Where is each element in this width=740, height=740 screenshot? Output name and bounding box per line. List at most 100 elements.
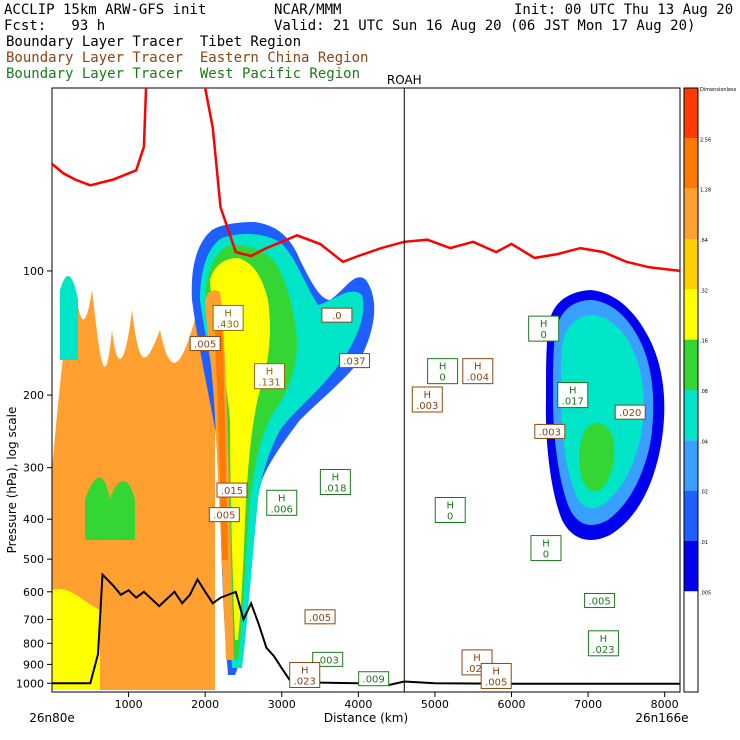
contour-label-text: .017 — [562, 397, 584, 408]
colorbar-level-label: .02 — [700, 490, 708, 496]
contour-label-box — [216, 482, 248, 498]
contour-label-text: H — [542, 539, 550, 550]
y-tick-label: 900 — [23, 658, 44, 671]
contour-label-text: H — [424, 390, 432, 401]
y-tick-label: 600 — [23, 586, 44, 599]
colorbar-level-label: .08 — [700, 389, 708, 395]
colorbar-segment — [684, 239, 698, 290]
x-tick-label: 4000 — [344, 698, 372, 711]
contour-label-text: .020 — [619, 408, 641, 419]
y-tick-label: 1000 — [16, 677, 44, 690]
contour-label-box — [557, 382, 589, 409]
contour-label-text: .131 — [258, 378, 280, 389]
contour-label-text: .430 — [217, 319, 239, 330]
y-tick-label: 100 — [23, 265, 44, 278]
x-axis-label: Distance (km) — [324, 711, 408, 725]
colorbar-level-label: .16 — [700, 339, 708, 345]
contour-label-text: H — [446, 501, 454, 512]
forecast-hour: Fcst: 93 h — [4, 18, 106, 34]
contour-label-text: .005 — [213, 511, 235, 522]
contour-label-box — [480, 662, 512, 689]
contour-label-text: .015 — [221, 486, 243, 497]
colorbar-segment — [684, 591, 698, 642]
colorbar-segment — [684, 390, 698, 441]
x-tick-label: 5000 — [421, 698, 449, 711]
x-tick-label: 8000 — [651, 698, 679, 711]
contour-label-text: .023 — [592, 645, 614, 656]
x-tick-label: 2000 — [191, 698, 219, 711]
tracer-field-yellow — [52, 589, 100, 690]
contour-label-box — [208, 507, 240, 523]
contour-label-text: H — [301, 666, 309, 677]
x-tick-label: 7000 — [574, 698, 602, 711]
colorbar-frame — [683, 87, 699, 693]
colorbar-segment — [684, 541, 698, 592]
legend-tracer-tibet: Boundary Layer Tracer Tibet Region — [6, 34, 302, 50]
plot-frame — [51, 87, 681, 693]
colorbar-segment — [684, 641, 698, 692]
contour-label-box — [212, 304, 244, 331]
x-right-endpoint-label: 26n166e — [635, 711, 688, 725]
contour-label-box — [254, 363, 286, 390]
contour-label-text: H — [439, 362, 447, 373]
contour-label-text: .005 — [309, 613, 331, 624]
contour-label-text: .003 — [317, 655, 339, 666]
colorbar-segment — [684, 188, 698, 239]
colorbar-level-label: Dimensionless — [700, 87, 737, 93]
contour-label-box — [266, 489, 298, 516]
x-tick-label: 3000 — [268, 698, 296, 711]
tracer-field-green-left — [85, 477, 135, 540]
y-tick-label: 800 — [23, 637, 44, 650]
tracer-field-tibet-yellow — [210, 258, 270, 640]
colorbar-segment — [684, 339, 698, 390]
contour-label-text: .005 — [485, 677, 507, 688]
colorbar-segment — [684, 490, 698, 541]
contour-label-box — [530, 535, 562, 562]
contour-label-text: .003 — [539, 427, 561, 438]
contour-label-text: H — [473, 653, 481, 664]
init-time: Init: 00 UTC Thu 13 Aug 20 — [514, 2, 734, 18]
colorbar-segment — [684, 289, 698, 340]
y-tick-label: 500 — [23, 553, 44, 566]
contour-label-box — [189, 336, 221, 352]
colorbar-level-label: 1.28 — [700, 188, 711, 194]
contour-label-box — [534, 423, 566, 439]
contour-label-text: H — [569, 386, 577, 397]
contour-label-box — [427, 358, 459, 385]
contour-label-box — [339, 353, 371, 369]
contour-label-box — [614, 404, 646, 420]
legend-tracer-east-china: Boundary Layer Tracer Eastern China Regi… — [6, 50, 369, 66]
colorbar-level-label: .32 — [700, 288, 708, 294]
contour-label-text: .037 — [343, 357, 365, 368]
x-tick-label: 6000 — [498, 698, 526, 711]
contour-label-box — [587, 630, 619, 657]
colorbar-level-label: .01 — [700, 540, 708, 546]
contour-label-text: .023 — [466, 664, 488, 675]
colorbar-segment — [684, 88, 698, 139]
colorbar-level-label: .64 — [700, 238, 708, 244]
contour-label-text: .004 — [467, 373, 489, 384]
contour-label-text: .003 — [416, 401, 438, 412]
contour-label-box — [434, 497, 466, 524]
contour-label-text: 0 — [540, 330, 546, 341]
contour-label-text: H — [224, 308, 232, 319]
institution-label: NCAR/MMM — [274, 2, 342, 18]
contour-label-text: H — [332, 473, 340, 484]
contour-label-text: H — [474, 362, 482, 373]
contour-label-box — [289, 662, 321, 689]
x-tick-label: 1000 — [115, 698, 143, 711]
contour-label-text: H — [492, 666, 500, 677]
contour-label-text: .005 — [194, 340, 216, 351]
roah-marker-label: ROAH — [387, 73, 422, 87]
contour-label-box — [358, 671, 390, 687]
contour-label-box — [528, 315, 560, 342]
contour-label-box — [304, 609, 336, 625]
legend-tracer-west-pacific: Boundary Layer Tracer West Pacific Regio… — [6, 66, 361, 82]
contour-label-text: H — [266, 367, 274, 378]
y-tick-label: 200 — [23, 389, 44, 402]
tropopause-line — [52, 88, 680, 273]
colorbar-level-label: .005 — [700, 590, 711, 596]
contour-label-text: 0 — [543, 550, 549, 561]
tracer-field-low-level — [52, 285, 215, 690]
